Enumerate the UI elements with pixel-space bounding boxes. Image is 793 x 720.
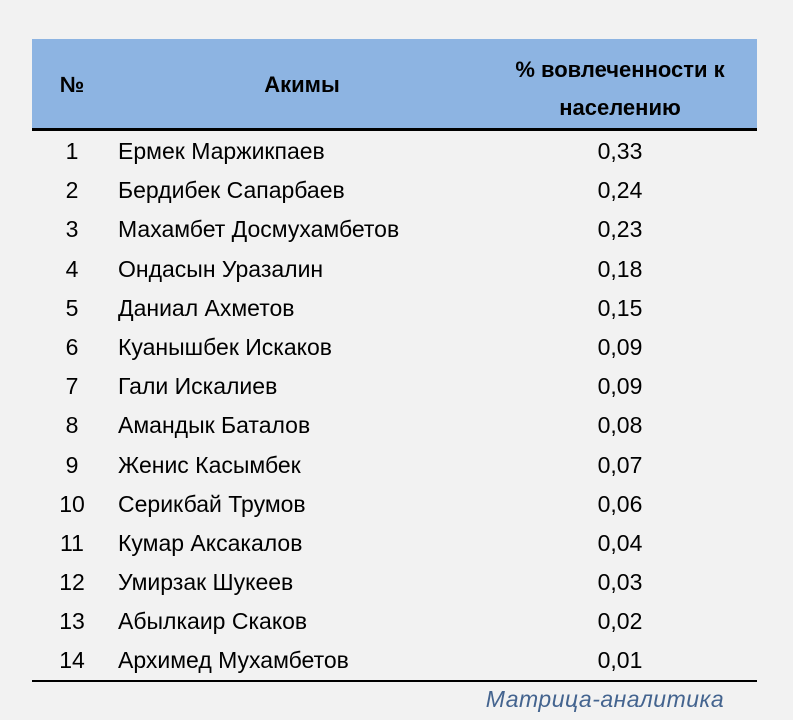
- row-name: Абылкаир Скаков: [118, 608, 308, 635]
- row-number: 10: [59, 490, 85, 517]
- row-number: 5: [65, 294, 79, 321]
- source-caption: Матрица-аналитика: [485, 686, 725, 712]
- table-row: 4 Ондасын Уразалин 0,18: [32, 249, 757, 288]
- row-value: 0,09: [597, 373, 643, 400]
- table-row: 14 Архимед Мухамбетов 0,01: [32, 640, 757, 679]
- table-row: 13 Абылкаир Скаков 0,02: [32, 601, 757, 640]
- row-value: 0,33: [597, 138, 643, 164]
- table-row: 12 Умирзак Шукеев 0,03: [32, 562, 757, 601]
- row-value: 0,07: [597, 451, 643, 478]
- table-row: 1 Ермек Маржикпаев 0,33: [32, 131, 757, 170]
- row-number: 1: [65, 138, 79, 164]
- row-name: Умирзак Шукеев: [118, 569, 294, 596]
- row-name: Махамбет Досмухамбетов: [118, 216, 400, 243]
- row-value: 0,08: [597, 412, 643, 439]
- row-value: 0,03: [597, 569, 643, 596]
- row-value: 0,09: [597, 333, 643, 360]
- table-row: 3 Махамбет Досмухамбетов 0,23: [32, 209, 757, 248]
- table-body: 1 Ермек Маржикпаев 0,33 2 Бердибек Сапарбаев…: [32, 131, 757, 680]
- row-value: 0,01: [597, 647, 643, 674]
- row-number: 2: [65, 177, 79, 204]
- table-row: 9 Женис Касымбек 0,07: [32, 445, 757, 484]
- table-row: 5 Даниал Ахметов 0,15: [32, 288, 757, 327]
- row-name: Кумар Аксакалов: [118, 529, 303, 556]
- row-name: Амандык Баталов: [118, 412, 311, 439]
- row-name: Ермек Маржикпаев: [118, 138, 325, 164]
- header-name: Акимы: [264, 72, 340, 97]
- row-name: Архимед Мухамбетов: [118, 647, 349, 674]
- row-number: 7: [65, 373, 79, 400]
- row-number: 12: [59, 569, 85, 596]
- table-row: 6 Куанышбек Искаков 0,09: [32, 327, 757, 366]
- table-bottom-border: [32, 679, 757, 682]
- row-name: Серикбай Трумов: [118, 490, 306, 517]
- row-number: 11: [60, 529, 84, 556]
- header-num: №: [59, 72, 85, 97]
- row-value: 0,18: [597, 255, 643, 282]
- row-name: Ондасын Уразалин: [118, 255, 324, 282]
- row-value: 0,04: [597, 529, 643, 556]
- row-value: 0,06: [597, 490, 643, 517]
- header-value: % вовлеченности к населению: [515, 57, 725, 120]
- table-header: № Акимы % вовлеченности к населению: [32, 39, 757, 131]
- row-name: Даниал Ахметов: [118, 294, 295, 321]
- table-row: 10 Серикбай Трумов 0,06: [32, 484, 757, 523]
- row-value: 0,23: [597, 216, 643, 243]
- row-name: Женис Касымбек: [118, 451, 301, 478]
- row-number: 6: [65, 333, 79, 360]
- row-number: 4: [65, 255, 79, 282]
- row-value: 0,24: [597, 177, 643, 204]
- table-row: 11 Кумар Аксакалов 0,04: [32, 523, 757, 562]
- row-name: Куанышбек Искаков: [118, 333, 332, 360]
- row-number: 3: [65, 216, 79, 243]
- table-row: 2 Бердибек Сапарбаев 0,24: [32, 170, 757, 209]
- aki-engagement-table: № Акимы % вовлеченности к населению 1 Ерм…: [32, 39, 757, 682]
- row-name: Гали Искалиев: [118, 373, 278, 400]
- row-number: 13: [59, 608, 85, 635]
- row-number: 8: [65, 412, 79, 439]
- row-number: 9: [65, 451, 79, 478]
- row-value: 0,15: [597, 294, 643, 321]
- row-name: Бердибек Сапарбаев: [118, 177, 345, 204]
- table-row: 8 Амандык Баталов 0,08: [32, 405, 757, 444]
- row-value: 0,02: [597, 608, 643, 635]
- row-number: 14: [59, 647, 85, 674]
- table-row: 7 Гали Искалиев 0,09: [32, 366, 757, 405]
